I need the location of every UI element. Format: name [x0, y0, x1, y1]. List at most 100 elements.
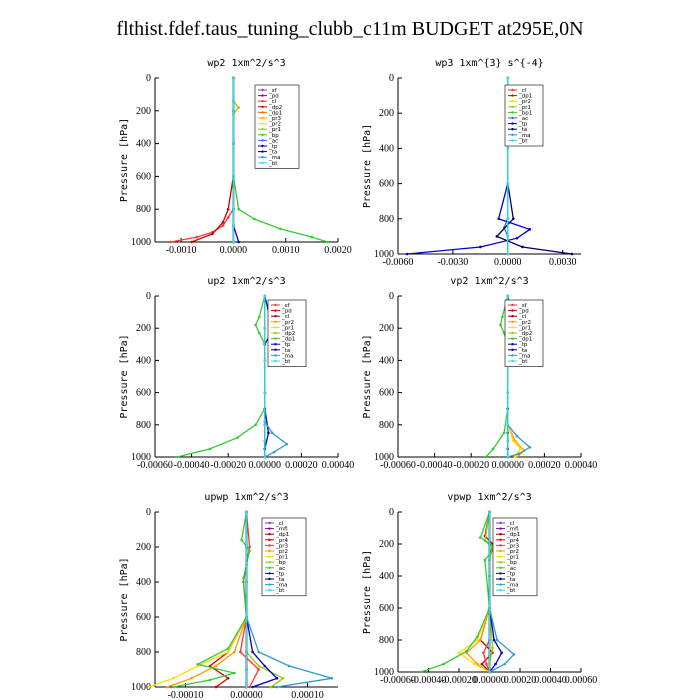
y-tick-label: 0 [389, 291, 394, 302]
legend-marker [511, 320, 514, 323]
y-tick-label: 800 [136, 420, 151, 431]
legend-label: _pr2 [518, 99, 531, 105]
legend-marker [261, 150, 264, 153]
data-point [232, 76, 235, 80]
legend-label: _tp [281, 342, 291, 348]
legend-label: _ma [268, 155, 280, 161]
data-point [226, 676, 230, 680]
x-tick-label: -0.00020 [210, 460, 246, 471]
x-tick-label: 0.00000 [230, 690, 263, 700]
legend-label: _sf [268, 88, 278, 94]
data-point [196, 662, 199, 666]
legend-label: _pr3 [275, 543, 289, 549]
data-point [190, 240, 193, 244]
data-point [257, 668, 261, 671]
legend-marker [274, 303, 277, 307]
legend-label: _tp [275, 571, 285, 577]
data-point [472, 662, 476, 666]
x-tick-label: -0.00040 [417, 460, 453, 471]
legend-marker [261, 161, 264, 164]
panel-5: vpwp 1xm^2/s^3 Pressure [hPa] 0 200 400 600 80… [362, 492, 597, 686]
legend-label: _pr2 [275, 549, 288, 555]
data-point [263, 423, 267, 427]
data-point [248, 685, 251, 689]
legend-label: _pr2 [506, 549, 519, 555]
data-point [267, 431, 270, 435]
data-point [165, 685, 169, 689]
data-point [511, 217, 515, 221]
data-point [172, 685, 175, 689]
legend-label: _ma [281, 353, 293, 359]
data-point [499, 323, 502, 327]
legend-label: _dp1 [281, 337, 295, 343]
y-tick-label: 600 [136, 171, 151, 182]
legend-marker [499, 533, 502, 536]
data-point [208, 447, 212, 451]
data-point [263, 439, 267, 443]
series-line-pr2 [166, 512, 248, 688]
legend-label: _ta [268, 150, 277, 156]
legend-label: _ma [506, 583, 518, 589]
legend-label: _dp2 [268, 105, 282, 111]
legend-marker [261, 122, 264, 125]
data-point [254, 423, 257, 427]
legend-label: _pr1 [518, 105, 531, 111]
y-tick-label: 800 [136, 647, 151, 658]
series-line-cl [170, 78, 235, 243]
data-point [515, 236, 519, 240]
legend-label: _pr1 [518, 325, 531, 331]
data-point [236, 436, 239, 439]
legend-marker [499, 544, 502, 547]
legend-label: _bt [518, 359, 528, 365]
legend-marker [499, 589, 502, 592]
data-point [147, 685, 151, 689]
legend-marker [499, 538, 502, 541]
data-point [232, 142, 235, 145]
x-tick-label: -0.00010 [168, 690, 204, 700]
data-point [253, 217, 256, 221]
legend-marker [268, 589, 271, 592]
x-tick-label: 0.00000 [492, 460, 525, 471]
data-point [506, 423, 510, 427]
data-point [240, 538, 243, 542]
legend-marker [268, 521, 271, 525]
data-point [232, 207, 235, 211]
legend-marker [511, 88, 514, 92]
panel-1: wp3 1xm^{3} s^{-4} Pressure [hPa] 0 200 400 6… [362, 58, 581, 268]
data-point [528, 446, 532, 449]
panel-0: wp2 1xm^2/s^3 Pressure [hPa] 0 200 400 600 800… [119, 58, 352, 256]
data-point [488, 670, 491, 674]
data-point [476, 635, 479, 639]
data-point [465, 649, 468, 653]
data-point [263, 326, 267, 330]
legend-marker [268, 577, 271, 581]
legend-marker [511, 111, 514, 114]
legend-marker [511, 348, 514, 351]
panel-4: upwp 1xm^2/s^3 Pressure [hPa] 0 200 400 600 80… [119, 492, 338, 700]
legend-marker [511, 331, 514, 335]
data-point [269, 685, 273, 689]
data-point [506, 455, 510, 459]
y-tick-label: 200 [136, 542, 151, 553]
data-point [491, 646, 494, 650]
legend-marker [274, 343, 277, 346]
legend-label: _pd [518, 309, 529, 315]
data-point [503, 662, 507, 666]
data-point [169, 240, 172, 244]
data-point [242, 577, 245, 580]
data-point [488, 574, 491, 578]
x-tick-label: 0.00060 [565, 675, 598, 686]
y-tick-label: 400 [136, 577, 151, 588]
panel-2: up2 1xm^2/s^3 Pressure [hPa] 0 200 400 600 800… [119, 276, 354, 471]
legend-marker [268, 555, 271, 558]
legend-label: _pr1 [506, 555, 519, 561]
x-tick-label: -0.00020 [453, 460, 489, 471]
legend-marker [261, 100, 264, 103]
legend-label: _pr1 [281, 325, 294, 331]
panel-title: vpwp 1xm^2/s^3 [447, 492, 531, 503]
legend-marker [499, 572, 502, 575]
data-point [257, 650, 261, 654]
data-point [245, 615, 248, 619]
legend-marker [261, 116, 264, 120]
